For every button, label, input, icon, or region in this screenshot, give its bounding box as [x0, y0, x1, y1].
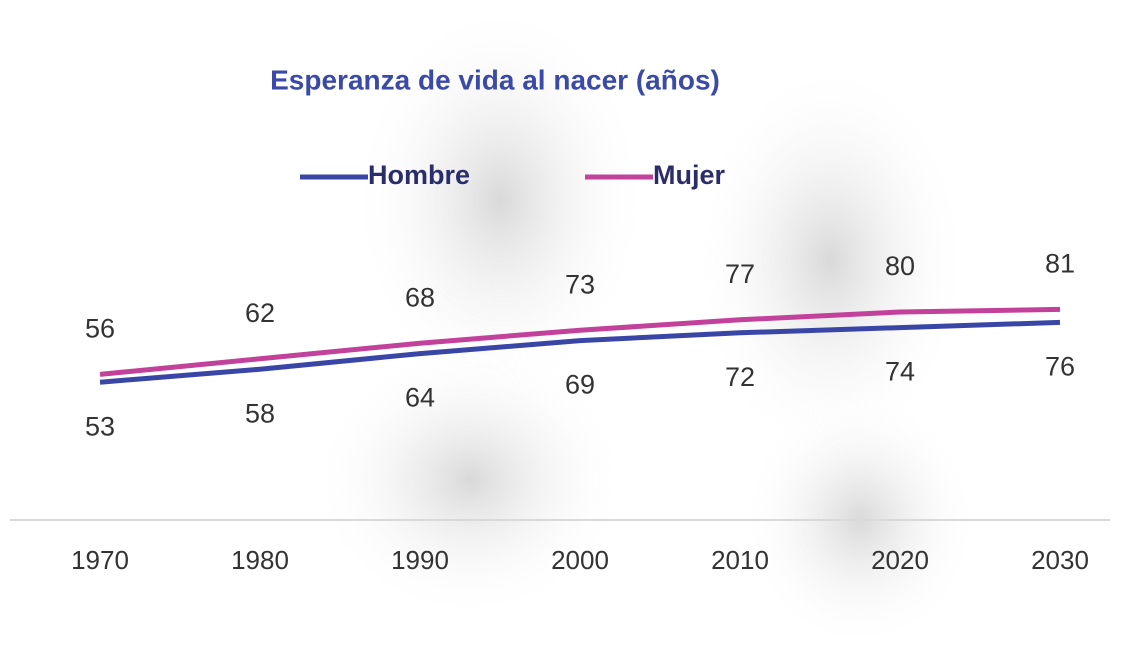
data-label: 77 — [725, 259, 755, 289]
data-label: 64 — [405, 383, 435, 413]
x-tick-label: 2010 — [711, 545, 769, 575]
x-tick-label: 1990 — [391, 545, 449, 575]
chart: Esperanza de vida al nacer (años) 1970 19… — [0, 0, 1140, 649]
data-label: 68 — [405, 282, 435, 312]
x-tick-label: 1980 — [231, 545, 289, 575]
data-label: 69 — [565, 370, 595, 400]
x-tick-label: 2030 — [1031, 545, 1089, 575]
x-tick-label: 2020 — [871, 545, 929, 575]
data-label: 62 — [245, 298, 275, 328]
data-label: 81 — [1045, 249, 1075, 279]
legend-label: Mujer — [653, 160, 726, 190]
data-label: 56 — [85, 314, 115, 344]
legend-label: Hombre — [368, 160, 470, 190]
x-tick-label: 1970 — [71, 545, 129, 575]
data-label: 58 — [245, 398, 275, 428]
data-label: 74 — [885, 357, 915, 387]
data-label: 80 — [885, 251, 915, 281]
data-label: 76 — [1045, 352, 1075, 382]
x-tick-label: 2000 — [551, 545, 609, 575]
data-label: 72 — [725, 362, 755, 392]
data-label: 73 — [565, 269, 595, 299]
chart-title: Esperanza de vida al nacer (años) — [270, 64, 720, 95]
data-label: 53 — [85, 411, 115, 441]
